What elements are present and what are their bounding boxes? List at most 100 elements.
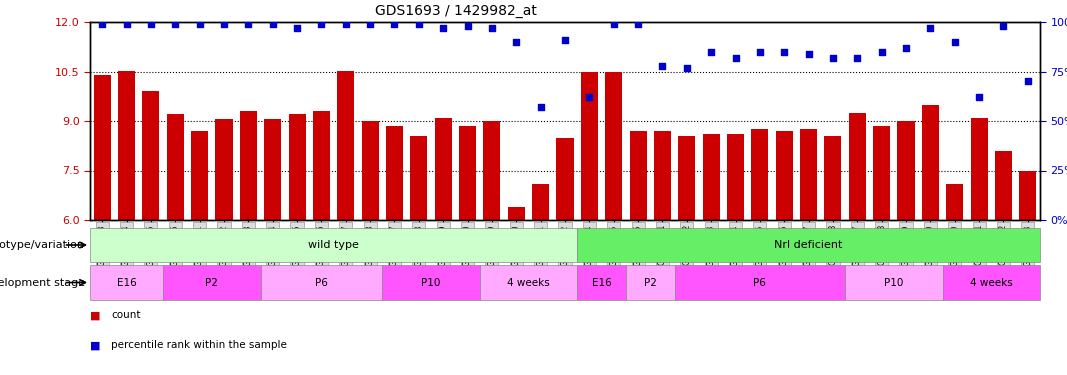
Point [848, 55, 865, 61]
Bar [163, 265, 260, 300]
Point [971, 94, 988, 100]
Point [483, 25, 500, 31]
Bar [265, 119, 282, 220]
Text: genotype/variation: genotype/variation [0, 240, 84, 250]
Bar [942, 265, 1040, 300]
Bar [873, 126, 890, 220]
Bar [922, 105, 939, 220]
Point [727, 55, 744, 61]
Point [679, 64, 696, 70]
Bar [751, 129, 768, 220]
Bar [727, 134, 744, 220]
Bar [434, 118, 451, 220]
Bar [971, 118, 988, 220]
Text: GDS1693 / 1429982_at: GDS1693 / 1429982_at [375, 4, 537, 18]
Text: P6: P6 [315, 278, 328, 288]
Bar [362, 121, 379, 220]
Point [142, 21, 159, 27]
Text: P6: P6 [753, 278, 766, 288]
Point [337, 21, 354, 27]
Bar [626, 265, 674, 300]
Bar [142, 91, 159, 220]
Bar [946, 184, 964, 220]
Point [216, 21, 233, 27]
Point [434, 25, 451, 31]
Point [265, 21, 282, 27]
Point [508, 39, 525, 45]
Point [362, 21, 379, 27]
Bar [532, 184, 550, 220]
Bar [90, 265, 163, 300]
Point [825, 55, 842, 61]
Point [897, 45, 914, 51]
Point [386, 21, 403, 27]
Point [288, 25, 305, 31]
Bar [703, 134, 719, 220]
Point [411, 21, 428, 27]
Point [580, 94, 598, 100]
Point [240, 21, 257, 27]
Point [313, 21, 330, 27]
Bar [557, 138, 574, 220]
Bar [674, 265, 845, 300]
Point [191, 21, 208, 27]
Point [532, 104, 550, 110]
Point [166, 21, 184, 27]
Point [630, 21, 647, 27]
Bar [459, 126, 476, 220]
Bar [483, 121, 500, 220]
Bar [994, 151, 1012, 220]
Point [702, 49, 719, 55]
Bar [654, 131, 671, 220]
Text: P10: P10 [885, 278, 904, 288]
Bar [845, 265, 942, 300]
Point [873, 49, 890, 55]
Bar [577, 265, 626, 300]
Bar [216, 119, 233, 220]
Bar [386, 126, 403, 220]
Bar [848, 113, 865, 220]
Bar [630, 131, 647, 220]
Bar [800, 129, 817, 220]
Bar [118, 71, 136, 220]
Point [800, 51, 817, 57]
Point [751, 49, 768, 55]
Point [654, 63, 671, 69]
Bar [313, 111, 330, 220]
Bar [240, 111, 257, 220]
Text: ■: ■ [90, 340, 100, 351]
Bar [508, 207, 525, 220]
Bar [260, 265, 382, 300]
Bar [577, 228, 1040, 262]
Text: 4 weeks: 4 weeks [970, 278, 1013, 288]
Bar [605, 72, 622, 220]
Bar [191, 131, 208, 220]
Point [922, 25, 939, 31]
Text: E16: E16 [592, 278, 611, 288]
Bar [480, 265, 577, 300]
Bar [411, 136, 428, 220]
Bar [166, 114, 184, 220]
Bar [776, 131, 793, 220]
Bar [1019, 171, 1036, 220]
Bar [337, 71, 354, 220]
Point [946, 39, 964, 45]
Text: P2: P2 [205, 278, 219, 288]
Text: wild type: wild type [308, 240, 359, 250]
Point [776, 49, 793, 55]
Text: E16: E16 [116, 278, 137, 288]
Point [118, 21, 136, 27]
Point [1019, 78, 1036, 84]
Bar [94, 75, 111, 220]
Point [605, 21, 622, 27]
Bar [90, 228, 577, 262]
Text: development stage: development stage [0, 278, 84, 288]
Text: P2: P2 [643, 278, 656, 288]
Bar [382, 265, 480, 300]
Point [557, 37, 574, 43]
Text: ■: ■ [90, 310, 100, 321]
Text: percentile rank within the sample: percentile rank within the sample [111, 340, 287, 351]
Bar [825, 136, 842, 220]
Bar [679, 136, 696, 220]
Text: 4 weeks: 4 weeks [507, 278, 550, 288]
